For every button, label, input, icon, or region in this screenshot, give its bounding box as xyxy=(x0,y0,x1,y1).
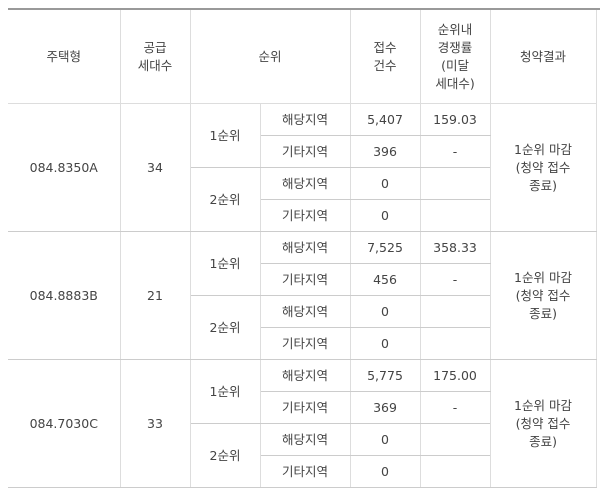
data-row: 2순위 해당지역 0 xyxy=(8,423,596,488)
cut-column xyxy=(596,8,600,103)
applications: 0 xyxy=(349,423,421,456)
applications: 456 xyxy=(349,263,421,296)
competition-ratio xyxy=(419,167,491,200)
header-cell: 순위 xyxy=(189,8,351,104)
data-row: 기타지역 456- xyxy=(8,263,596,296)
area: 기타지역 xyxy=(260,391,351,424)
applications: 0 xyxy=(349,295,421,328)
cell-line: 1순위 마감 xyxy=(514,141,572,157)
applications: 0 xyxy=(349,199,421,232)
header-cell: 청약결과 xyxy=(489,8,597,104)
cell-line: 공급 xyxy=(143,39,167,55)
competition-ratio: 159.03 xyxy=(419,103,491,136)
cell-line: 순위내 xyxy=(437,21,473,37)
rank: 2순위 xyxy=(190,167,261,232)
area: 기타지역 xyxy=(260,199,351,232)
competition-ratio: - xyxy=(419,391,491,424)
competition-ratio: 358.33 xyxy=(419,231,491,264)
rank: 2순위 xyxy=(190,295,261,360)
data-row: 084.8883B 21 1순위 해당지역 7,525 358.33 1순위 마감 (청약 접… xyxy=(8,231,597,360)
area: 해당지역 xyxy=(259,359,351,392)
applications: 5,775 xyxy=(349,359,421,392)
supply-units: 33 xyxy=(119,359,191,488)
area: 기타지역 xyxy=(260,327,351,360)
table-body: 084.8350A 34 1순위 해당지역 5,407 159.03 1순위 마감 (청약 접… xyxy=(8,103,597,488)
competition-ratio xyxy=(419,423,491,456)
area: 기타지역 xyxy=(260,135,351,168)
supply-units: 21 xyxy=(119,231,191,360)
data-row: 기타지역 0 xyxy=(8,327,596,360)
area: 해당지역 xyxy=(259,231,351,264)
applications: 369 xyxy=(349,391,421,424)
supply-units: 34 xyxy=(119,103,191,232)
area: 해당지역 xyxy=(259,167,351,200)
area: 해당지역 xyxy=(259,295,351,328)
cell-line: (청약 접수 xyxy=(515,159,571,175)
competition-ratio: - xyxy=(419,135,491,168)
cell-line: 종료) xyxy=(529,305,557,321)
rank: 1순위 xyxy=(189,103,261,168)
rank: 1순위 xyxy=(189,231,261,296)
cell-line: 주택형 xyxy=(46,48,81,64)
cell-line: 청약결과 xyxy=(520,48,567,64)
cell-line: (미달 xyxy=(441,57,469,73)
cell-line: 1순위 마감 xyxy=(514,397,572,413)
data-row: 기타지역 369- xyxy=(8,391,596,424)
cell-line: 접수 xyxy=(373,39,397,55)
data-row: 기타지역 0 xyxy=(8,455,596,488)
rank: 2순위 xyxy=(190,423,261,488)
applications: 0 xyxy=(349,167,421,200)
competition-ratio xyxy=(419,199,491,232)
applications: 5,407 xyxy=(349,103,421,136)
housing-type: 084.7030C xyxy=(8,359,121,488)
competition-ratio: - xyxy=(419,263,491,296)
applications: 396 xyxy=(349,135,421,168)
competition-ratio: 175.00 xyxy=(419,359,491,392)
applications: 7,525 xyxy=(349,231,421,264)
cell-line: 세대수 xyxy=(137,57,173,73)
area: 기타지역 xyxy=(260,455,351,488)
area: 해당지역 xyxy=(259,423,351,456)
cell-line: 1순위 마감 xyxy=(514,269,572,285)
competition-ratio xyxy=(419,455,491,488)
cell-line: 순위 xyxy=(258,48,282,64)
cell-line: 경쟁률 xyxy=(437,39,473,55)
cell-line: (청약 접수 xyxy=(515,287,571,303)
area: 기타지역 xyxy=(260,263,351,296)
applications: 0 xyxy=(349,327,421,360)
housing-type: 084.8350A xyxy=(8,103,121,232)
data-row: 084.7030C 33 1순위 해당지역 5,775 175.00 1순위 마감 (청약 접… xyxy=(8,359,597,488)
cell-line: (청약 접수 xyxy=(515,415,571,431)
housing-type: 084.8883B xyxy=(8,231,121,360)
header-cell: 주택형 xyxy=(8,8,121,104)
cell-line: 세대수) xyxy=(435,75,475,91)
area: 해당지역 xyxy=(259,103,351,136)
applications: 0 xyxy=(349,455,421,488)
cell-line: 종료) xyxy=(529,433,557,449)
competition-ratio xyxy=(419,295,491,328)
cell-line: 건수 xyxy=(373,57,397,73)
cell-line: 종료) xyxy=(529,177,557,193)
competition-ratio xyxy=(419,327,491,360)
rank: 1순위 xyxy=(189,359,261,424)
data-row: 084.8350A 34 1순위 해당지역 5,407 159.03 1순위 마감 (청약 접… xyxy=(8,103,597,232)
